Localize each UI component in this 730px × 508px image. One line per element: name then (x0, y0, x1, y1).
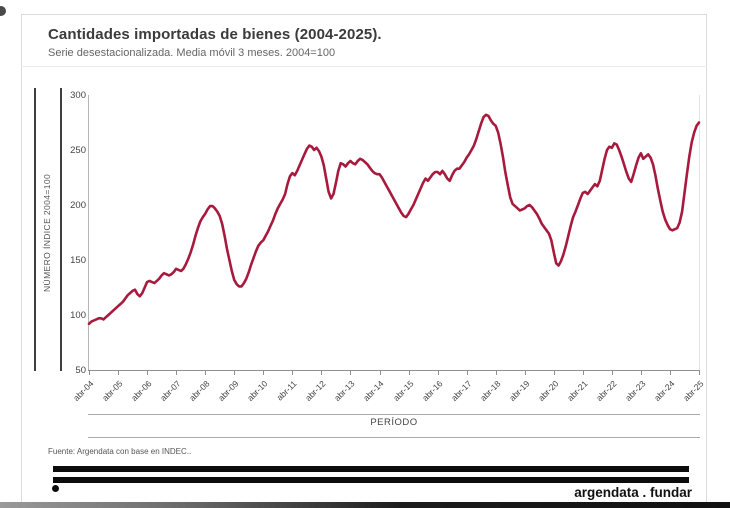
x-tick-mark (699, 371, 700, 375)
title-separator (21, 66, 707, 67)
x-tick-mark (176, 371, 178, 375)
chart-card (21, 14, 707, 503)
y-tick-label: 300 (70, 89, 86, 101)
y-axis-left-rule (34, 88, 36, 371)
x-tick-mark (408, 371, 410, 375)
x-tick-mark (263, 371, 265, 375)
chart-subtitle: Serie desestacionalizada. Media móvil 3 … (48, 47, 336, 59)
x-tick-mark (495, 371, 497, 375)
x-tick-mark (640, 371, 642, 375)
y-tick-label: 250 (70, 144, 86, 156)
x-tick-mark (147, 371, 149, 375)
brand-bar-bottom (53, 477, 689, 483)
y-axis-line (88, 95, 89, 371)
y-tick-label: 100 (70, 309, 86, 321)
x-tick-mark (582, 371, 584, 375)
x-tick-mark (437, 371, 439, 375)
x-tick-mark (292, 371, 294, 375)
x-tick-mark (553, 371, 555, 375)
screen-bottom-edge (0, 502, 730, 508)
y-axis-title: NÚMERO ÍNDICE 2004=100 (42, 173, 52, 293)
x-tick-mark (379, 371, 381, 375)
source-note: Fuente: Argendata con base en INDEC.. (48, 447, 192, 456)
x-axis-title: PERÍODO (370, 417, 418, 428)
y-tick-label: 200 (70, 199, 86, 211)
x-tick-mark (118, 371, 119, 375)
brand-wordmark: argendata . fundar (574, 485, 692, 500)
y-axis-right-rule (60, 88, 62, 371)
x-axis-title-top-rule (88, 414, 700, 415)
x-axis-line (88, 370, 700, 371)
x-tick-mark (466, 371, 468, 375)
x-axis-title-bottom-rule (88, 437, 700, 438)
x-tick-mark (350, 371, 352, 375)
x-tick-mark (524, 371, 526, 375)
y-tick-label: 50 (75, 364, 86, 376)
brand-bullet (52, 485, 59, 492)
x-tick-mark (670, 371, 671, 375)
brand-bar-top (53, 466, 689, 472)
x-tick-mark (611, 371, 613, 375)
chart-title: Cantidades importadas de bienes (2004-20… (48, 26, 382, 43)
x-tick-mark (205, 371, 207, 375)
x-tick-mark (234, 371, 236, 375)
x-tick-mark (89, 371, 90, 375)
screen-edge-artifact (0, 6, 6, 16)
y-tick-label: 150 (70, 254, 86, 266)
x-tick-mark (321, 371, 323, 375)
plot-right-border (699, 95, 700, 371)
